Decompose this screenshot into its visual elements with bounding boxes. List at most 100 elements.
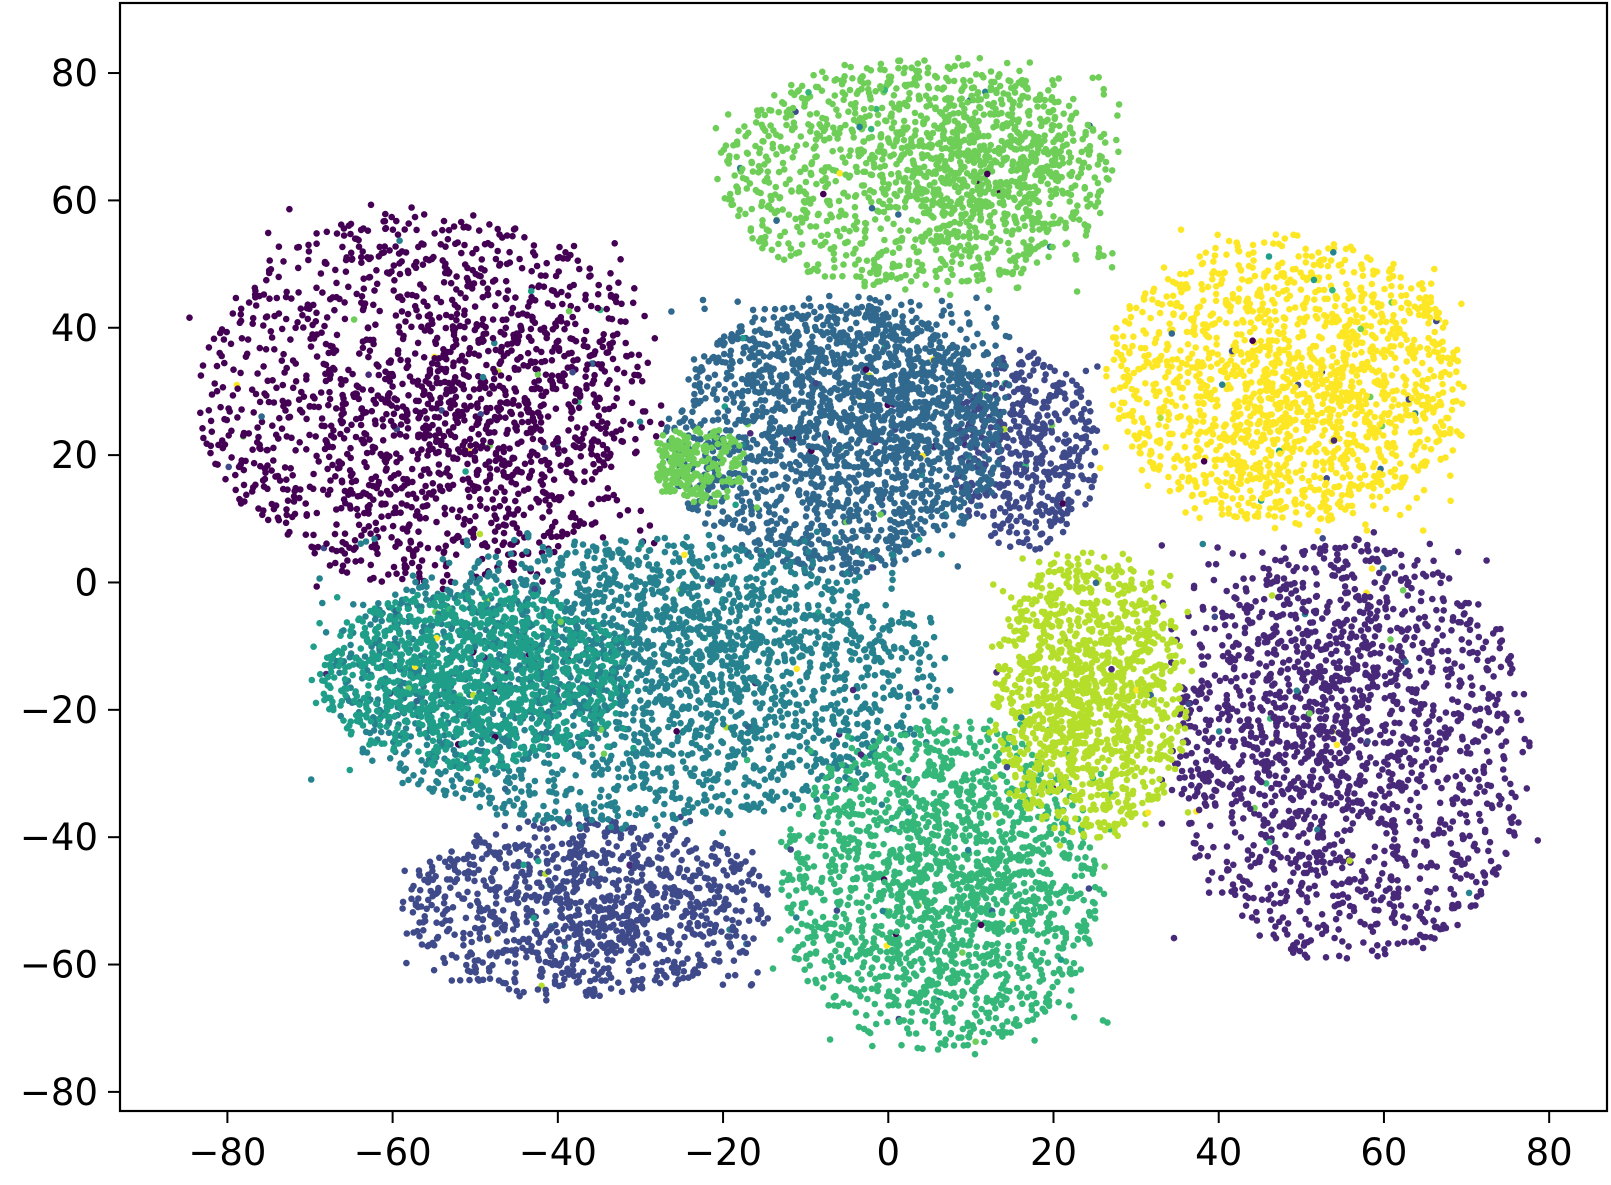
scatter-point	[551, 977, 559, 985]
scatter-point	[347, 249, 355, 257]
scatter-point	[1369, 808, 1376, 815]
scatter-point	[1260, 816, 1268, 823]
scatter-point	[494, 247, 502, 255]
scatter-point	[1333, 856, 1341, 864]
scatter-point	[662, 903, 670, 911]
scatter-point	[1268, 659, 1276, 667]
scatter-point	[487, 438, 495, 446]
scatter-point	[1229, 643, 1237, 650]
scatter-point	[478, 256, 486, 263]
scatter-point	[1322, 657, 1330, 664]
scatter-point	[470, 534, 477, 541]
scatter-point	[1395, 749, 1402, 756]
scatter-point	[1240, 815, 1247, 822]
scatter-point	[1282, 721, 1290, 728]
scatter-point	[541, 444, 549, 451]
scatter-point	[732, 884, 740, 891]
scatter-point	[1260, 564, 1267, 572]
scatter-point	[582, 425, 589, 432]
scatter-point	[1413, 836, 1420, 844]
scatter-point	[450, 424, 457, 431]
scatter-point	[443, 927, 451, 935]
scatter-point	[291, 487, 299, 495]
scatter-point	[356, 350, 363, 357]
scatter-point	[274, 472, 282, 480]
scatter-point	[1224, 727, 1232, 735]
scatter-point	[571, 860, 578, 867]
scatter-point	[216, 329, 224, 337]
scatter-point	[614, 365, 621, 373]
scatter-point	[418, 446, 425, 453]
scatter-point	[566, 868, 574, 876]
scatter-point	[709, 845, 716, 852]
scatter-point	[1362, 671, 1369, 679]
scatter-point	[512, 497, 519, 505]
scatter-point	[1203, 695, 1210, 702]
scatter-point	[577, 453, 585, 460]
scatter-point	[407, 537, 414, 545]
scatter-point	[399, 905, 406, 912]
scatter-point	[524, 485, 532, 493]
scatter-point	[1397, 551, 1405, 559]
scatter-point	[444, 905, 451, 913]
scatter-point	[235, 463, 243, 471]
scatter-point	[592, 948, 600, 955]
scatter-point	[490, 505, 498, 512]
scatter-point	[462, 468, 469, 475]
scatter-point	[620, 369, 628, 377]
scatter-point	[1307, 779, 1315, 786]
scatter-point	[481, 540, 489, 547]
scatter-point	[362, 431, 370, 438]
scatter-point	[454, 513, 462, 521]
scatter-point	[527, 325, 535, 333]
scatter-point	[715, 950, 722, 957]
scatter-point	[1431, 740, 1438, 748]
scatter-point	[486, 975, 494, 982]
scatter-point	[512, 480, 520, 488]
scatter-point	[1497, 663, 1505, 671]
scatter-point	[1187, 767, 1195, 774]
scatter-point	[703, 915, 710, 922]
scatter-point	[1480, 733, 1488, 740]
scatter-point	[577, 898, 584, 906]
scatter-point	[315, 458, 323, 465]
scatter-point	[643, 948, 650, 956]
scatter-point	[1178, 790, 1186, 798]
scatter-point	[297, 486, 304, 493]
scatter-point	[478, 855, 486, 862]
scatter-point	[1434, 625, 1441, 632]
scatter-point	[483, 934, 491, 941]
scatter-point	[291, 510, 299, 518]
scatter-point	[1289, 704, 1297, 712]
scatter-point	[1355, 726, 1362, 734]
scatter-point	[1242, 585, 1250, 592]
scatter-point	[487, 404, 494, 412]
scatter-point	[486, 221, 493, 228]
scatter-point	[975, 493, 982, 501]
scatter-point	[1317, 715, 1324, 722]
scatter-point	[1241, 629, 1249, 637]
scatter-point	[1202, 756, 1210, 764]
scatter-point	[1272, 556, 1279, 564]
scatter-point	[1269, 812, 1276, 819]
scatter-point	[400, 475, 407, 483]
scatter-point	[240, 481, 248, 489]
scatter-point	[323, 228, 331, 236]
scatter-point	[244, 336, 252, 343]
scatter-point	[488, 382, 496, 390]
scatter-point	[405, 392, 412, 399]
scatter-point	[567, 415, 575, 422]
scatter-point	[420, 424, 427, 432]
scatter-point	[365, 523, 373, 530]
scatter-point	[347, 444, 354, 452]
scatter-point	[245, 430, 253, 437]
scatter-point	[1389, 817, 1396, 824]
scatter-point	[1190, 584, 1198, 592]
scatter-point	[531, 927, 539, 935]
scatter-point	[1342, 815, 1350, 822]
scatter-point	[1480, 869, 1487, 876]
scatter-point	[1417, 862, 1424, 870]
scatter-point	[267, 266, 275, 273]
scatter-point	[1417, 667, 1425, 674]
scatter-point	[1086, 495, 1093, 502]
